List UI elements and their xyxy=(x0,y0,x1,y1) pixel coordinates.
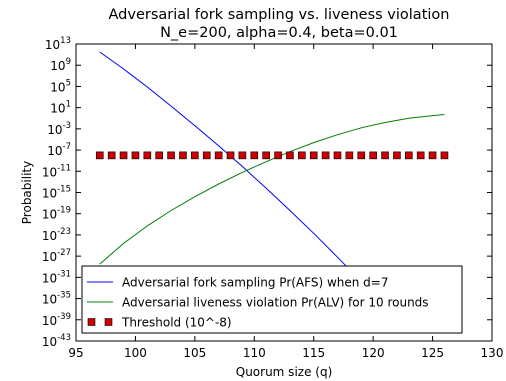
threshold-marker xyxy=(214,151,223,160)
threshold-marker xyxy=(143,151,152,160)
y-tick-label: 10-23 xyxy=(42,227,71,243)
x-axis-ticks: 95 100 105 110 115 120 125 130 xyxy=(68,44,503,360)
legend-label: Adversarial fork sampling Pr(AFS) when d… xyxy=(122,276,388,290)
threshold-marker xyxy=(393,151,401,160)
y-tick-base: 10 xyxy=(50,80,65,94)
y-tick-base: 10 xyxy=(42,335,57,349)
threshold-marker xyxy=(107,151,116,160)
y-tick-label: 10-43 xyxy=(42,333,71,349)
threshold-marker xyxy=(357,151,366,160)
y-tick-label: 10-19 xyxy=(42,206,71,222)
threshold-marker xyxy=(309,151,318,160)
x-tick-label: 95 xyxy=(68,346,83,360)
y-tick-exponent: -23 xyxy=(57,227,71,237)
y-tick-exponent: 1 xyxy=(66,100,71,110)
legend-box xyxy=(81,265,463,334)
y-tick-base: 10 xyxy=(42,208,57,222)
chart-title: Adversarial fork sampling vs. liveness v… xyxy=(109,7,450,23)
y-tick-base: 10 xyxy=(42,165,57,179)
y-tick-base: 10 xyxy=(50,59,65,73)
y-tick-base: 10 xyxy=(42,229,57,243)
y-tick-exponent: -7 xyxy=(63,142,71,152)
legend-label: Adversarial liveness violation Pr(ALV) f… xyxy=(122,296,429,310)
threshold-marker xyxy=(404,151,413,160)
y-tick-label: 10-39 xyxy=(42,312,71,328)
y-tick-exponent: -35 xyxy=(57,291,71,301)
y-tick-exponent: -19 xyxy=(57,206,71,216)
threshold-marker xyxy=(416,151,425,160)
threshold-marker xyxy=(345,151,354,160)
legend-swatch-marker xyxy=(87,318,96,326)
y-tick-label: 101 xyxy=(50,100,71,116)
y-tick-exponent: 5 xyxy=(66,78,71,88)
y-tick-exponent: 13 xyxy=(60,36,71,46)
threshold-marker xyxy=(274,151,282,160)
x-tick-label: 115 xyxy=(302,346,325,360)
y-tick-base: 10 xyxy=(42,187,57,201)
y-tick-label: 10-35 xyxy=(42,291,71,307)
x-tick-label: 120 xyxy=(362,346,385,360)
threshold-marker xyxy=(440,151,449,160)
legend: Adversarial fork sampling Pr(AFS) when d… xyxy=(81,265,463,334)
x-tick-label: 130 xyxy=(481,346,504,360)
y-tick-exponent: -27 xyxy=(57,248,71,258)
threshold-marker xyxy=(179,151,187,160)
chart-subtitle: N_e=200, alpha=0.4, beta=0.01 xyxy=(160,25,398,41)
threshold-marker xyxy=(286,151,294,160)
threshold-marker xyxy=(250,151,259,160)
threshold-marker xyxy=(202,151,211,160)
y-tick-exponent: -43 xyxy=(57,333,71,343)
y-tick-label: 1013 xyxy=(45,36,71,52)
threshold-marker xyxy=(131,151,140,160)
y-tick-exponent: -15 xyxy=(57,185,71,195)
y-tick-label: 105 xyxy=(50,78,71,94)
y-tick-label: 10-7 xyxy=(47,142,71,158)
y-tick-label: 10-27 xyxy=(42,248,71,264)
y-tick-exponent: -3 xyxy=(63,121,71,131)
y-tick-base: 10 xyxy=(50,102,65,116)
y-tick-base: 10 xyxy=(47,123,62,137)
y-tick-exponent: 9 xyxy=(66,57,71,67)
x-tick-label: 125 xyxy=(421,346,444,360)
x-tick-label: 100 xyxy=(124,346,147,360)
y-tick-base: 10 xyxy=(42,314,57,328)
x-tick-label: 110 xyxy=(243,346,266,360)
threshold-marker xyxy=(428,151,437,160)
y-tick-base: 10 xyxy=(45,38,60,52)
y-tick-base: 10 xyxy=(42,250,57,264)
threshold-marker xyxy=(226,151,235,160)
y-tick-exponent: -31 xyxy=(57,269,71,279)
threshold-marker xyxy=(369,151,377,160)
threshold-marker xyxy=(167,151,175,160)
y-axis-label: Probability xyxy=(20,161,34,224)
threshold-marker xyxy=(298,151,306,160)
y-tick-label: 10-3 xyxy=(47,121,71,137)
y-tick-base: 10 xyxy=(42,293,57,307)
threshold-marker xyxy=(119,151,128,160)
threshold-marker xyxy=(321,151,330,160)
y-tick-base: 10 xyxy=(42,271,57,285)
series-layer xyxy=(95,51,449,327)
y-tick-label: 10-15 xyxy=(42,185,71,201)
legend-swatch-marker xyxy=(104,318,113,326)
y-tick-label: 10-11 xyxy=(42,163,71,179)
y-tick-exponent: -11 xyxy=(57,163,71,173)
threshold-marker xyxy=(381,151,389,160)
y-tick-exponent: -39 xyxy=(57,312,71,322)
threshold-marker xyxy=(95,151,104,160)
threshold-marker xyxy=(155,151,163,160)
y-axis-ticks: 101310910510110-310-710-1110-1510-1910-2… xyxy=(42,36,492,349)
y-tick-label: 109 xyxy=(50,57,71,73)
y-tick-label: 10-31 xyxy=(42,269,71,285)
threshold-marker xyxy=(333,151,342,160)
x-axis-label: Quorum size (q) xyxy=(236,365,333,379)
threshold-marker xyxy=(262,151,270,160)
legend-label: Threshold (10^-8) xyxy=(121,316,232,330)
x-tick-label: 105 xyxy=(183,346,206,360)
threshold-marker xyxy=(191,151,199,160)
threshold-marker xyxy=(238,151,247,160)
y-tick-base: 10 xyxy=(47,144,62,158)
